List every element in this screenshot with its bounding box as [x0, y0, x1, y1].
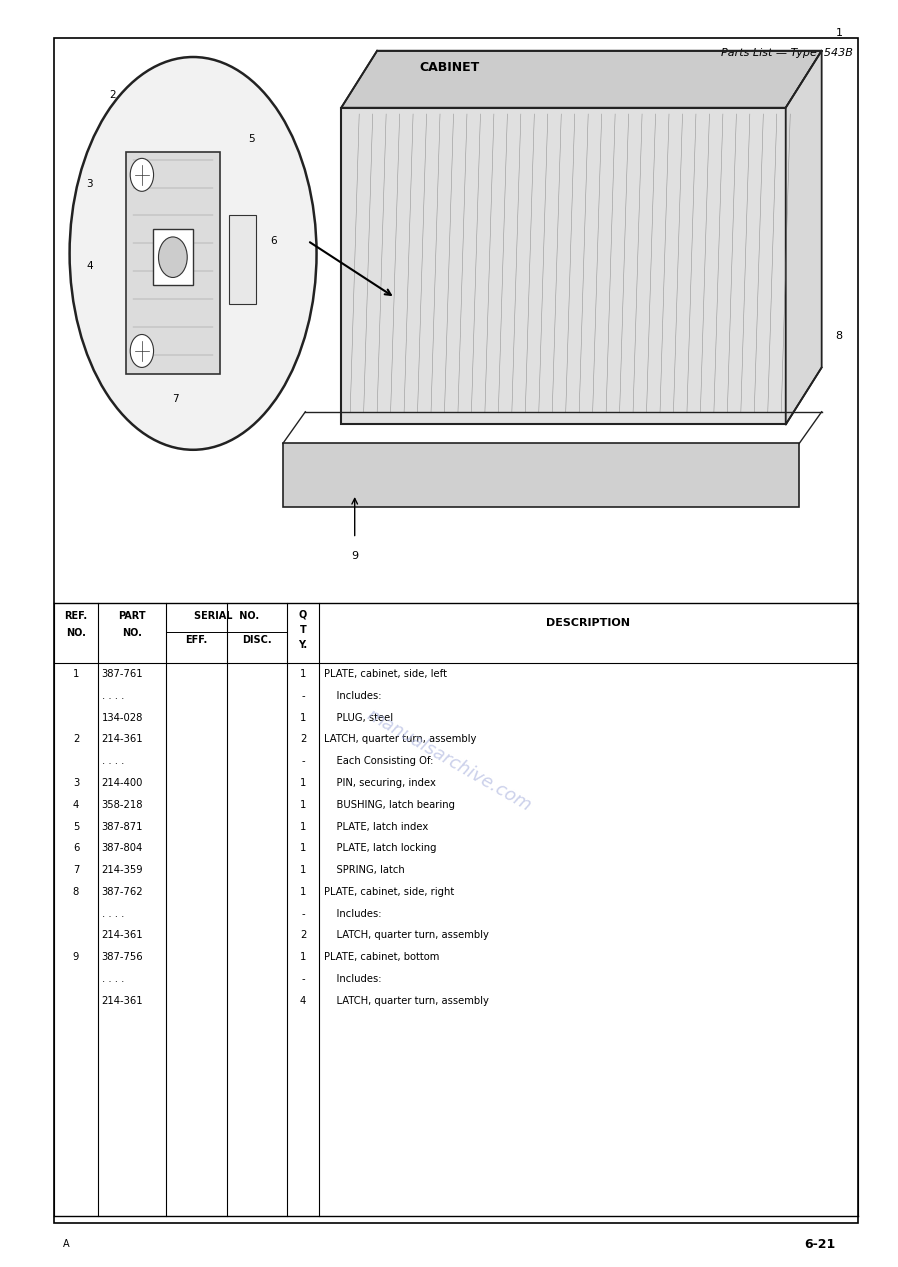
Text: 1: 1: [300, 865, 306, 875]
Text: EFF.: EFF.: [185, 636, 207, 645]
Text: 387-756: 387-756: [101, 953, 144, 962]
Text: 8: 8: [835, 331, 842, 341]
Ellipse shape: [69, 57, 316, 450]
Text: Includes:: Includes:: [323, 691, 381, 701]
Circle shape: [130, 158, 154, 191]
Circle shape: [159, 237, 187, 277]
Text: 9: 9: [73, 953, 79, 962]
Text: 4: 4: [86, 261, 93, 271]
Circle shape: [130, 334, 154, 367]
Text: 387-761: 387-761: [101, 669, 144, 679]
Bar: [283, 443, 799, 507]
Text: 214-361: 214-361: [101, 735, 144, 744]
Text: PLATE, latch locking: PLATE, latch locking: [323, 844, 436, 853]
Text: 3: 3: [86, 179, 93, 189]
Text: 4: 4: [73, 799, 79, 810]
Text: 1: 1: [300, 844, 306, 853]
Text: 5: 5: [248, 134, 255, 144]
Text: . . . .: . . . .: [101, 691, 124, 701]
Text: LATCH, quarter turn, assembly: LATCH, quarter turn, assembly: [323, 996, 489, 1006]
Text: . . . .: . . . .: [101, 908, 124, 919]
Polygon shape: [786, 51, 822, 424]
Text: . . . .: . . . .: [101, 756, 124, 767]
Text: 5: 5: [73, 821, 79, 831]
Text: NO.: NO.: [122, 628, 142, 639]
Text: 214-359: 214-359: [101, 865, 144, 875]
Text: Q: Q: [299, 609, 307, 620]
Text: CABINET: CABINET: [418, 61, 480, 73]
Text: 2: 2: [73, 735, 79, 744]
Text: Each Consisting Of:: Each Consisting Of:: [323, 756, 433, 767]
Text: SPRING, latch: SPRING, latch: [323, 865, 404, 875]
Text: 8: 8: [73, 887, 79, 897]
Text: BUSHING, latch bearing: BUSHING, latch bearing: [323, 799, 454, 810]
Text: PLATE, cabinet, side, right: PLATE, cabinet, side, right: [323, 887, 453, 897]
Text: A: A: [63, 1239, 69, 1249]
Text: 387-871: 387-871: [101, 821, 143, 831]
Text: LATCH, quarter turn, assembly: LATCH, quarter turn, assembly: [323, 735, 476, 744]
Text: DISC.: DISC.: [242, 636, 271, 645]
Text: Parts List — Type  543B: Parts List — Type 543B: [721, 48, 853, 58]
Text: 1: 1: [300, 953, 306, 962]
Text: -: -: [301, 691, 304, 701]
Text: 1: 1: [300, 669, 306, 679]
Text: 214-400: 214-400: [101, 778, 143, 788]
Text: 1: 1: [300, 778, 306, 788]
Bar: [341, 108, 786, 424]
Text: 1: 1: [836, 28, 843, 38]
Text: NO.: NO.: [66, 628, 86, 639]
Text: 3: 3: [73, 778, 79, 788]
Text: PLATE, cabinet, bottom: PLATE, cabinet, bottom: [323, 953, 439, 962]
Bar: [54, 38, 858, 1223]
Text: 387-762: 387-762: [101, 887, 144, 897]
Text: 2: 2: [109, 90, 116, 100]
Text: 6-21: 6-21: [804, 1238, 835, 1251]
Text: 9: 9: [351, 551, 358, 561]
Bar: [126, 152, 220, 374]
Text: manualsarchive.com: manualsarchive.com: [364, 706, 534, 815]
Text: Includes:: Includes:: [323, 908, 381, 919]
Text: PIN, securing, index: PIN, securing, index: [323, 778, 436, 788]
Text: DESCRIPTION: DESCRIPTION: [546, 618, 630, 628]
Text: 6: 6: [270, 236, 277, 246]
Text: -: -: [301, 974, 304, 984]
Text: -: -: [301, 756, 304, 767]
Text: Y.: Y.: [298, 640, 308, 650]
Text: T: T: [300, 625, 306, 635]
Text: PLUG, steel: PLUG, steel: [323, 712, 392, 722]
Text: 1: 1: [300, 821, 306, 831]
Text: SERIAL  NO.: SERIAL NO.: [194, 611, 260, 621]
Text: 1: 1: [300, 712, 306, 722]
Text: 387-804: 387-804: [101, 844, 143, 853]
Text: PART: PART: [119, 611, 146, 621]
Text: 7: 7: [172, 394, 179, 404]
Text: -: -: [301, 908, 304, 919]
Text: PLATE, cabinet, side, left: PLATE, cabinet, side, left: [323, 669, 446, 679]
Text: 358-218: 358-218: [101, 799, 143, 810]
Text: 2: 2: [300, 735, 306, 744]
Bar: [229, 215, 256, 304]
Text: LATCH, quarter turn, assembly: LATCH, quarter turn, assembly: [323, 930, 489, 940]
Text: PLATE, latch index: PLATE, latch index: [323, 821, 427, 831]
Text: 214-361: 214-361: [101, 930, 144, 940]
Text: Includes:: Includes:: [323, 974, 381, 984]
Text: REF.: REF.: [65, 611, 87, 621]
Text: 2: 2: [300, 930, 306, 940]
Text: 1: 1: [300, 887, 306, 897]
Text: 4: 4: [300, 996, 306, 1006]
Text: 134-028: 134-028: [101, 712, 143, 722]
Text: 214-361: 214-361: [101, 996, 144, 1006]
Text: . . . .: . . . .: [101, 974, 124, 984]
Bar: [153, 229, 192, 285]
Text: 6: 6: [73, 844, 79, 853]
Text: 7: 7: [73, 865, 79, 875]
Text: 1: 1: [73, 669, 79, 679]
Polygon shape: [341, 51, 822, 108]
Text: 1: 1: [300, 799, 306, 810]
